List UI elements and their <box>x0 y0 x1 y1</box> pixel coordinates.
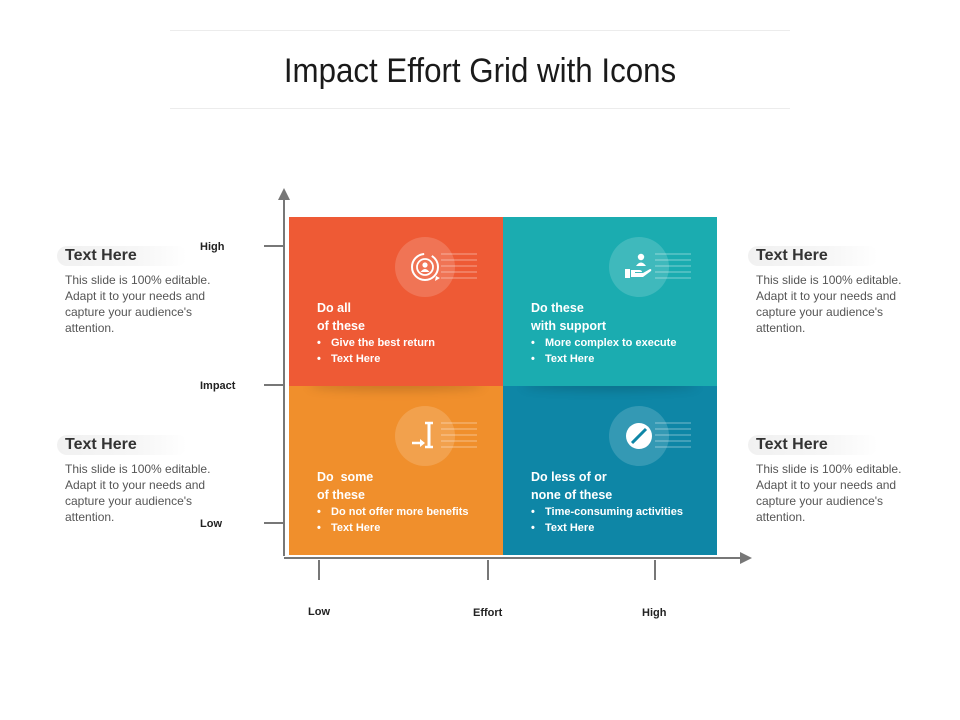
icon-badge <box>609 406 691 466</box>
y-tick-high <box>264 245 284 247</box>
note-heading: Text Here <box>756 436 828 453</box>
pill-icon <box>626 423 652 449</box>
y-label-high: High <box>200 241 225 253</box>
note-body: This slide is 100% editable. Adapt it to… <box>65 273 211 335</box>
bullet-item: Give the best return <box>317 335 435 351</box>
y-axis-label: Impact <box>200 380 236 392</box>
note-bottom-right: Text Here This slide is 100% editable. A… <box>748 435 906 525</box>
bullet-item: Text Here <box>531 520 683 536</box>
icon-badge <box>395 237 477 297</box>
note-heading: Text Here <box>756 247 828 264</box>
quadrant-title: Do less of or none of these <box>531 470 613 502</box>
note-top-right: Text Here This slide is 100% editable. A… <box>748 246 906 336</box>
cursor-arrow-icon <box>412 421 433 449</box>
note-bar <box>57 246 187 266</box>
note-body: This slide is 100% editable. Adapt it to… <box>756 273 902 335</box>
y-tick-low <box>264 522 284 524</box>
x-tick-effort <box>487 560 489 580</box>
note-bar <box>57 435 187 455</box>
icon-badge <box>609 237 691 297</box>
bullet-item: Text Here <box>531 351 676 367</box>
x-axis-label: Effort <box>473 607 503 619</box>
user-cycle-icon <box>411 253 440 281</box>
note-heading: Text Here <box>65 436 137 453</box>
x-tick-low <box>318 560 320 580</box>
y-tick-impact <box>264 384 284 386</box>
quadrant-bullets: Give the best return Text Here <box>317 335 435 367</box>
note-bottom-left: Text Here This slide is 100% editable. A… <box>57 435 215 525</box>
icon-badge <box>395 406 477 466</box>
quadrant-bullets: Do not offer more benefits Text Here <box>317 504 469 536</box>
x-label-high: High <box>642 607 667 619</box>
quadrant-title: Do all of these <box>317 301 365 333</box>
hand-user-icon <box>625 253 652 278</box>
title-rule-bottom <box>170 108 790 109</box>
page-title: Impact Effort Grid with Icons <box>283 52 677 90</box>
note-heading: Text Here <box>65 247 137 264</box>
bullet-item: Text Here <box>317 520 469 536</box>
note-bar <box>748 435 878 455</box>
quadrant-bullets: Time-consuming activities Text Here <box>531 504 683 536</box>
bullet-item: Do not offer more benefits <box>317 504 469 520</box>
note-bar <box>748 246 878 266</box>
quadrant-title: Do some of these <box>317 470 374 502</box>
note-body: This slide is 100% editable. Adapt it to… <box>756 462 902 524</box>
note-top-left: Text Here This slide is 100% editable. A… <box>57 246 215 336</box>
x-axis-arrowhead <box>740 552 752 564</box>
quadrant-title: Do these with support <box>531 301 606 333</box>
note-body: This slide is 100% editable. Adapt it to… <box>65 462 211 524</box>
y-axis-arrowhead <box>278 188 290 200</box>
bullet-item: Text Here <box>317 351 435 367</box>
bullet-item: Time-consuming activities <box>531 504 683 520</box>
bullet-item: More complex to execute <box>531 335 676 351</box>
quadrant-bullets: More complex to execute Text Here <box>531 335 676 367</box>
x-label-low: Low <box>308 606 330 618</box>
title-rule-top <box>170 30 790 31</box>
y-label-low: Low <box>200 518 222 530</box>
x-tick-high <box>654 560 656 580</box>
